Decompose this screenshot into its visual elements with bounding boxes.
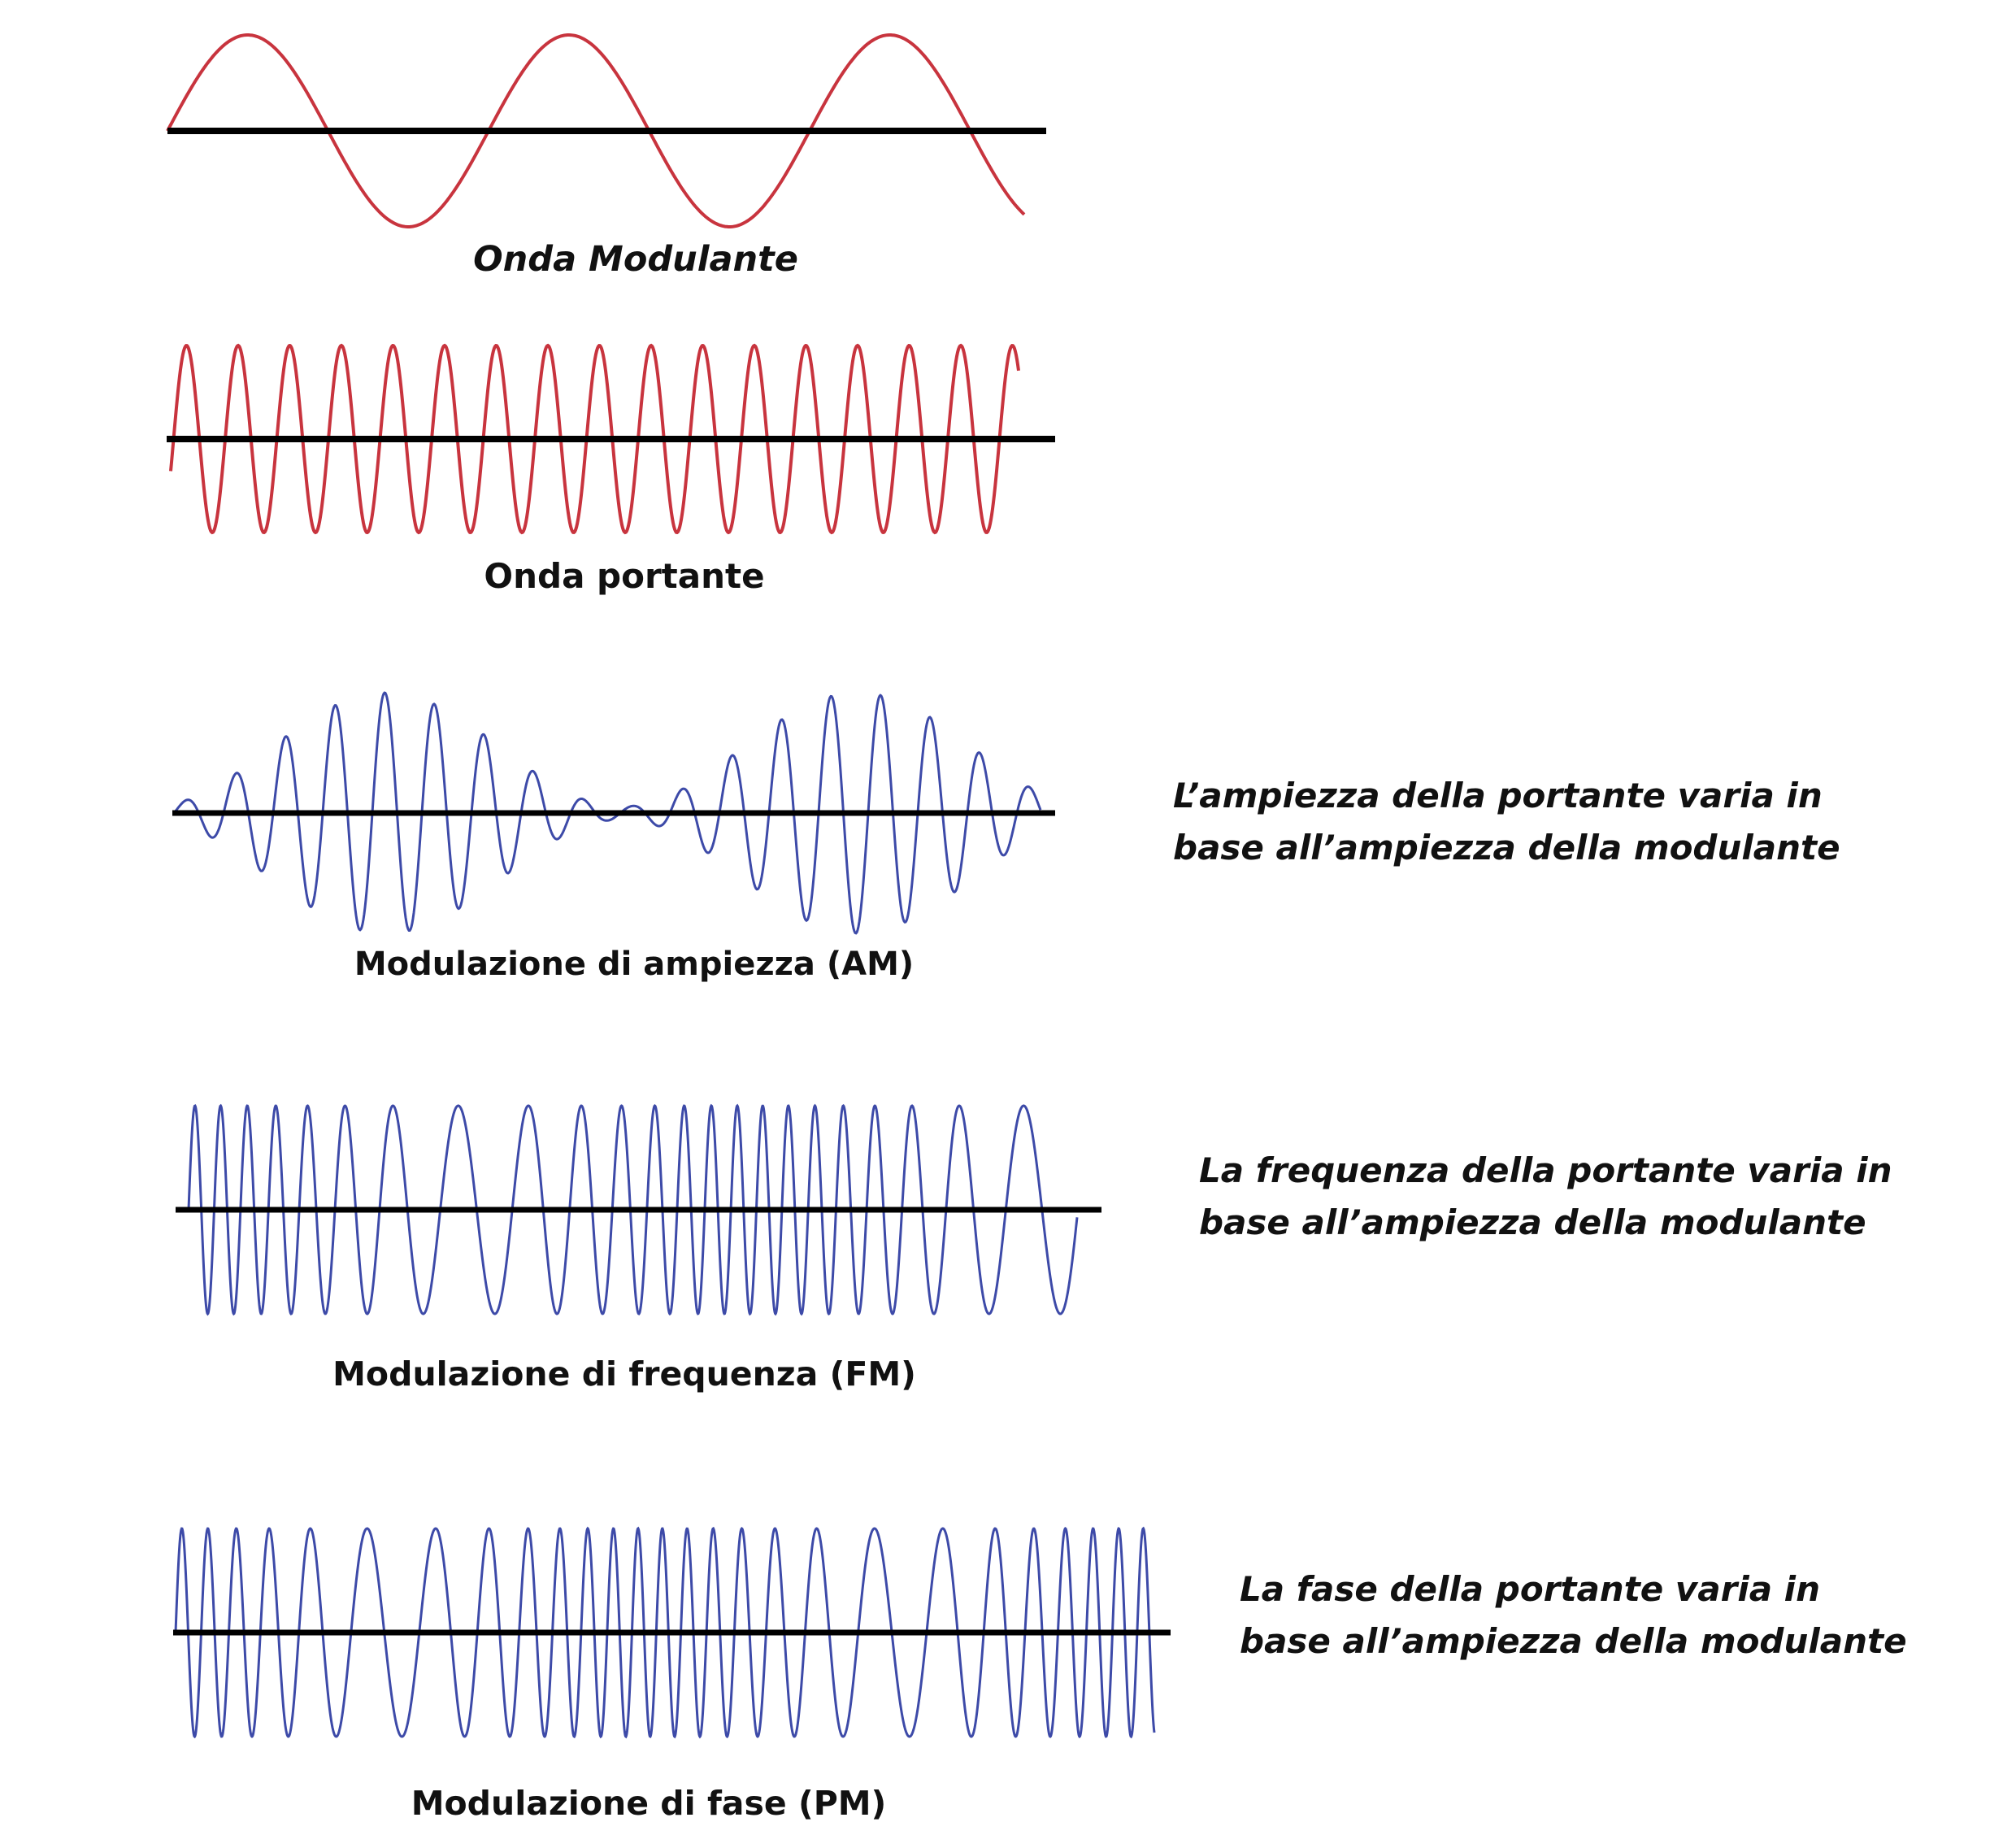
modulating-wave-panel — [166, 33, 1046, 228]
modulating-wave-caption: Onda Modulante — [473, 239, 798, 280]
fm-caption: Modulazione di frequenza (FM) — [332, 1354, 916, 1394]
pm-wave-panel — [173, 1526, 1171, 1739]
am-caption: Modulazione di ampiezza (AM) — [354, 946, 915, 983]
am-wave — [172, 691, 1042, 935]
pm-description-line-2: base all’ampiezza della modulante — [1240, 1621, 1907, 1661]
fm-description-line-1: La frequenza della portante varia in — [1199, 1150, 1892, 1190]
fm-wave — [187, 1103, 1079, 1316]
pm-caption: Modulazione di fase (PM) — [411, 1784, 887, 1823]
carrier-wave-panel — [167, 343, 1055, 535]
carrier-wave-caption: Onda portante — [484, 556, 765, 596]
fm-description: La frequenza della portante varia in bas… — [1199, 1145, 1892, 1249]
carrier-wave — [169, 343, 1020, 535]
am-description-line-1: L’ampiezza della portante varia in — [1173, 776, 1823, 815]
am-description: L’ampiezza della portante varia in base … — [1173, 770, 1840, 874]
fm-wave-panel — [176, 1103, 1101, 1316]
pm-wave — [174, 1526, 1156, 1739]
am-description-line-2: base all’ampiezza della modulante — [1173, 828, 1840, 867]
modulating-wave — [166, 33, 1026, 228]
fm-description-line-2: base all’ampiezza della modulante — [1199, 1202, 1866, 1242]
pm-description-line-1: La fase della portante varia in — [1240, 1569, 1820, 1609]
am-wave-panel — [172, 691, 1055, 935]
pm-description: La fase della portante varia in base all… — [1240, 1563, 1907, 1668]
